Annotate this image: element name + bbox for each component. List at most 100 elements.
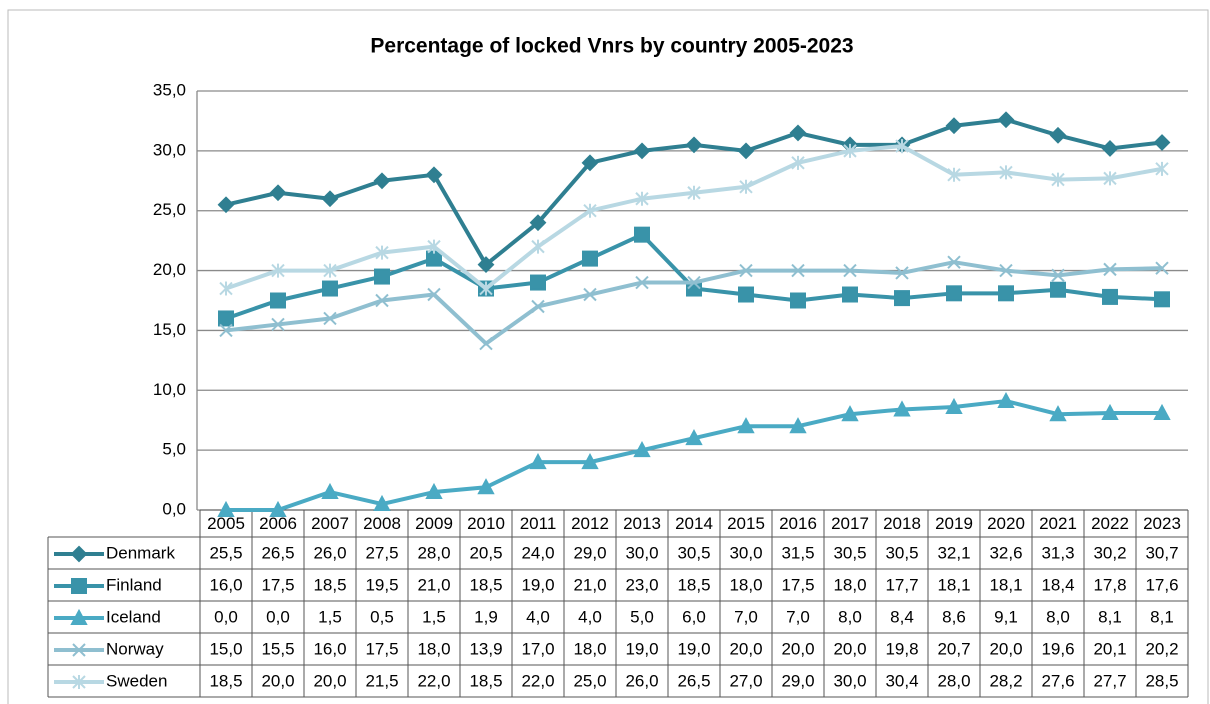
data-point bbox=[1103, 262, 1117, 277]
table-value: 30,2 bbox=[1093, 543, 1126, 562]
data-point bbox=[998, 285, 1014, 302]
table-value: 19,6 bbox=[1041, 639, 1074, 658]
data-point bbox=[323, 263, 337, 278]
table-value: 1,5 bbox=[422, 607, 446, 626]
data-point bbox=[375, 245, 389, 260]
table-value: 4,0 bbox=[578, 607, 602, 626]
table-value: 21,5 bbox=[365, 671, 398, 690]
data-point bbox=[791, 155, 805, 170]
table-value: 27,7 bbox=[1093, 671, 1126, 690]
data-point bbox=[635, 191, 649, 206]
data-point bbox=[738, 286, 754, 303]
data-point bbox=[1051, 172, 1065, 187]
data-point bbox=[1049, 126, 1067, 144]
table-value: 18,5 bbox=[677, 575, 710, 594]
table-value: 20,1 bbox=[1093, 639, 1126, 658]
table-value: 20,5 bbox=[469, 543, 502, 562]
table-value: 19,0 bbox=[625, 639, 658, 658]
table-value: 18,5 bbox=[313, 575, 346, 594]
table-value: 20,0 bbox=[261, 671, 294, 690]
table-value: 30,4 bbox=[885, 671, 918, 690]
table-value: 9,1 bbox=[994, 607, 1018, 626]
data-point bbox=[841, 405, 859, 422]
data-point bbox=[1155, 261, 1169, 275]
data-point bbox=[997, 391, 1015, 409]
data-point bbox=[581, 154, 599, 172]
table-value: 30,0 bbox=[729, 543, 762, 562]
data-point bbox=[1050, 281, 1066, 298]
x-tick-label: 2022 bbox=[1091, 514, 1129, 533]
data-point bbox=[739, 179, 753, 194]
table-value: 4,0 bbox=[526, 607, 550, 626]
data-point bbox=[425, 166, 443, 184]
table-value: 18,1 bbox=[989, 575, 1022, 594]
table-value: 28,0 bbox=[937, 671, 970, 690]
data-point bbox=[1153, 134, 1171, 151]
data-point bbox=[1049, 405, 1067, 422]
table-value: 1,5 bbox=[318, 607, 342, 626]
y-tick-label: 0,0 bbox=[162, 499, 186, 518]
data-point bbox=[633, 142, 651, 160]
legend-label: Sweden bbox=[106, 671, 167, 690]
data-point bbox=[945, 117, 963, 135]
data-point bbox=[269, 500, 287, 517]
legend-marker bbox=[72, 675, 86, 689]
data-point bbox=[323, 311, 337, 326]
data-point bbox=[945, 397, 963, 415]
data-point bbox=[321, 482, 339, 500]
data-point bbox=[895, 139, 909, 154]
data-point bbox=[687, 275, 701, 290]
data-point bbox=[374, 268, 390, 285]
table-value: 8,1 bbox=[1098, 607, 1122, 626]
table-value: 18,4 bbox=[1041, 575, 1074, 594]
data-point bbox=[321, 190, 339, 208]
y-tick-label: 30,0 bbox=[153, 140, 186, 159]
data-point bbox=[219, 323, 233, 338]
table-value: 18,0 bbox=[833, 575, 866, 594]
table-value: 8,0 bbox=[838, 607, 862, 626]
y-tick-label: 20,0 bbox=[153, 260, 186, 279]
table-value: 0,0 bbox=[214, 607, 238, 626]
table-value: 8,4 bbox=[890, 607, 914, 626]
table-value: 0,0 bbox=[266, 607, 290, 626]
table-value: 15,0 bbox=[209, 639, 242, 658]
table-value: 18,1 bbox=[937, 575, 970, 594]
table-value: 30,5 bbox=[885, 543, 918, 562]
y-tick-label: 35,0 bbox=[153, 80, 186, 99]
data-point bbox=[685, 136, 703, 154]
data-point bbox=[529, 214, 547, 232]
legend-marker bbox=[71, 578, 87, 594]
x-tick-label: 2018 bbox=[883, 514, 921, 533]
data-point bbox=[790, 292, 806, 309]
table-value: 30,0 bbox=[625, 543, 658, 562]
data-point bbox=[479, 281, 493, 296]
y-tick-label: 5,0 bbox=[162, 440, 186, 459]
y-tick-label: 25,0 bbox=[153, 200, 186, 219]
table-value: 7,0 bbox=[734, 607, 758, 626]
data-point bbox=[999, 165, 1013, 180]
table-value: 19,0 bbox=[677, 639, 710, 658]
data-point bbox=[789, 124, 807, 142]
data-point bbox=[479, 336, 493, 351]
x-tick-label: 2015 bbox=[727, 514, 765, 533]
x-tick-label: 2023 bbox=[1143, 514, 1181, 533]
table-value: 19,8 bbox=[885, 639, 918, 658]
x-tick-label: 2013 bbox=[623, 514, 661, 533]
table-value: 19,5 bbox=[365, 575, 398, 594]
table-value: 28,2 bbox=[989, 671, 1022, 690]
data-point bbox=[842, 286, 858, 303]
data-point bbox=[427, 287, 441, 302]
data-point bbox=[893, 400, 911, 417]
chart-title: Percentage of locked Vnrs by country 200… bbox=[370, 35, 853, 58]
data-point bbox=[843, 263, 857, 278]
data-point bbox=[687, 185, 701, 200]
table-value: 15,5 bbox=[261, 639, 294, 658]
chart-frame bbox=[7, 9, 1209, 704]
data-point bbox=[217, 196, 235, 214]
legend-label: Iceland bbox=[106, 607, 161, 626]
data-point bbox=[531, 299, 545, 314]
table-value: 21,0 bbox=[573, 575, 606, 594]
x-tick-label: 2014 bbox=[675, 514, 713, 533]
table-value: 8,1 bbox=[1150, 607, 1174, 626]
y-tick-label: 15,0 bbox=[153, 320, 186, 339]
